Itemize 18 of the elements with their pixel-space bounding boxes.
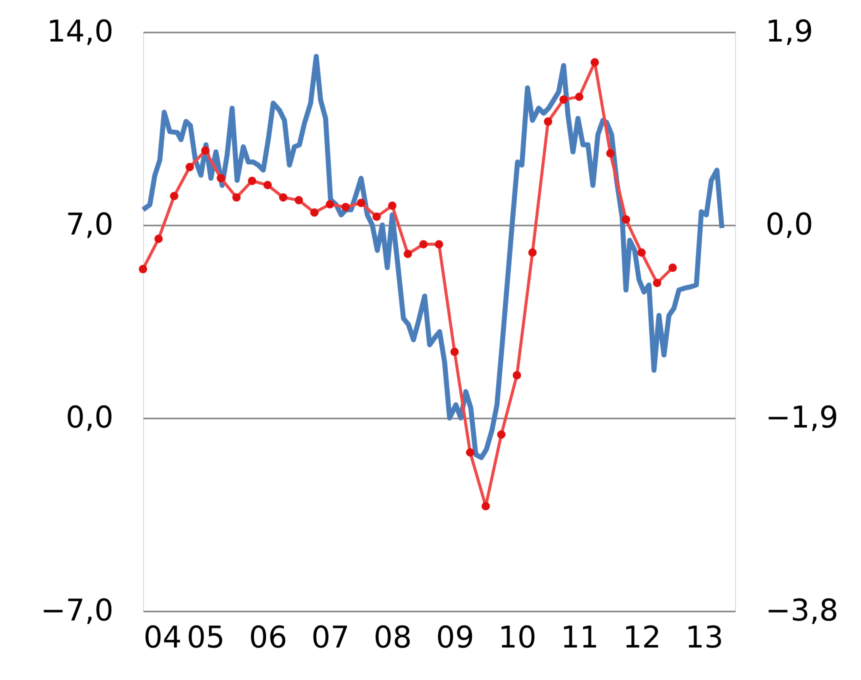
y2-tick-label: 1,9 bbox=[766, 14, 814, 50]
x-tick-label: 12 bbox=[622, 620, 662, 656]
y-tick-label: 0,0 bbox=[66, 400, 114, 436]
x-tick-label: 05 bbox=[186, 620, 225, 656]
y2-tick-label: 0,0 bbox=[766, 208, 814, 242]
y-tick-label: −7,0 bbox=[40, 594, 114, 628]
x-tick-label: 13 bbox=[685, 620, 724, 656]
y2-tick-label: −3,8 bbox=[766, 594, 838, 628]
y-tick-label: 7,0 bbox=[66, 208, 114, 242]
x-tick-label: 11 bbox=[560, 620, 599, 656]
y2-tick-label: −1,9 bbox=[766, 400, 838, 436]
x-tick-label: 06 bbox=[249, 620, 288, 656]
y-tick-label: 14,0 bbox=[46, 14, 114, 50]
x-tick-label: 07 bbox=[311, 620, 350, 656]
x-tick-label: 10 bbox=[498, 620, 536, 656]
x-tick-label: 08 bbox=[374, 620, 412, 656]
x-tick-label: 04 bbox=[144, 620, 182, 656]
x-tick-label: 09 bbox=[436, 620, 474, 656]
